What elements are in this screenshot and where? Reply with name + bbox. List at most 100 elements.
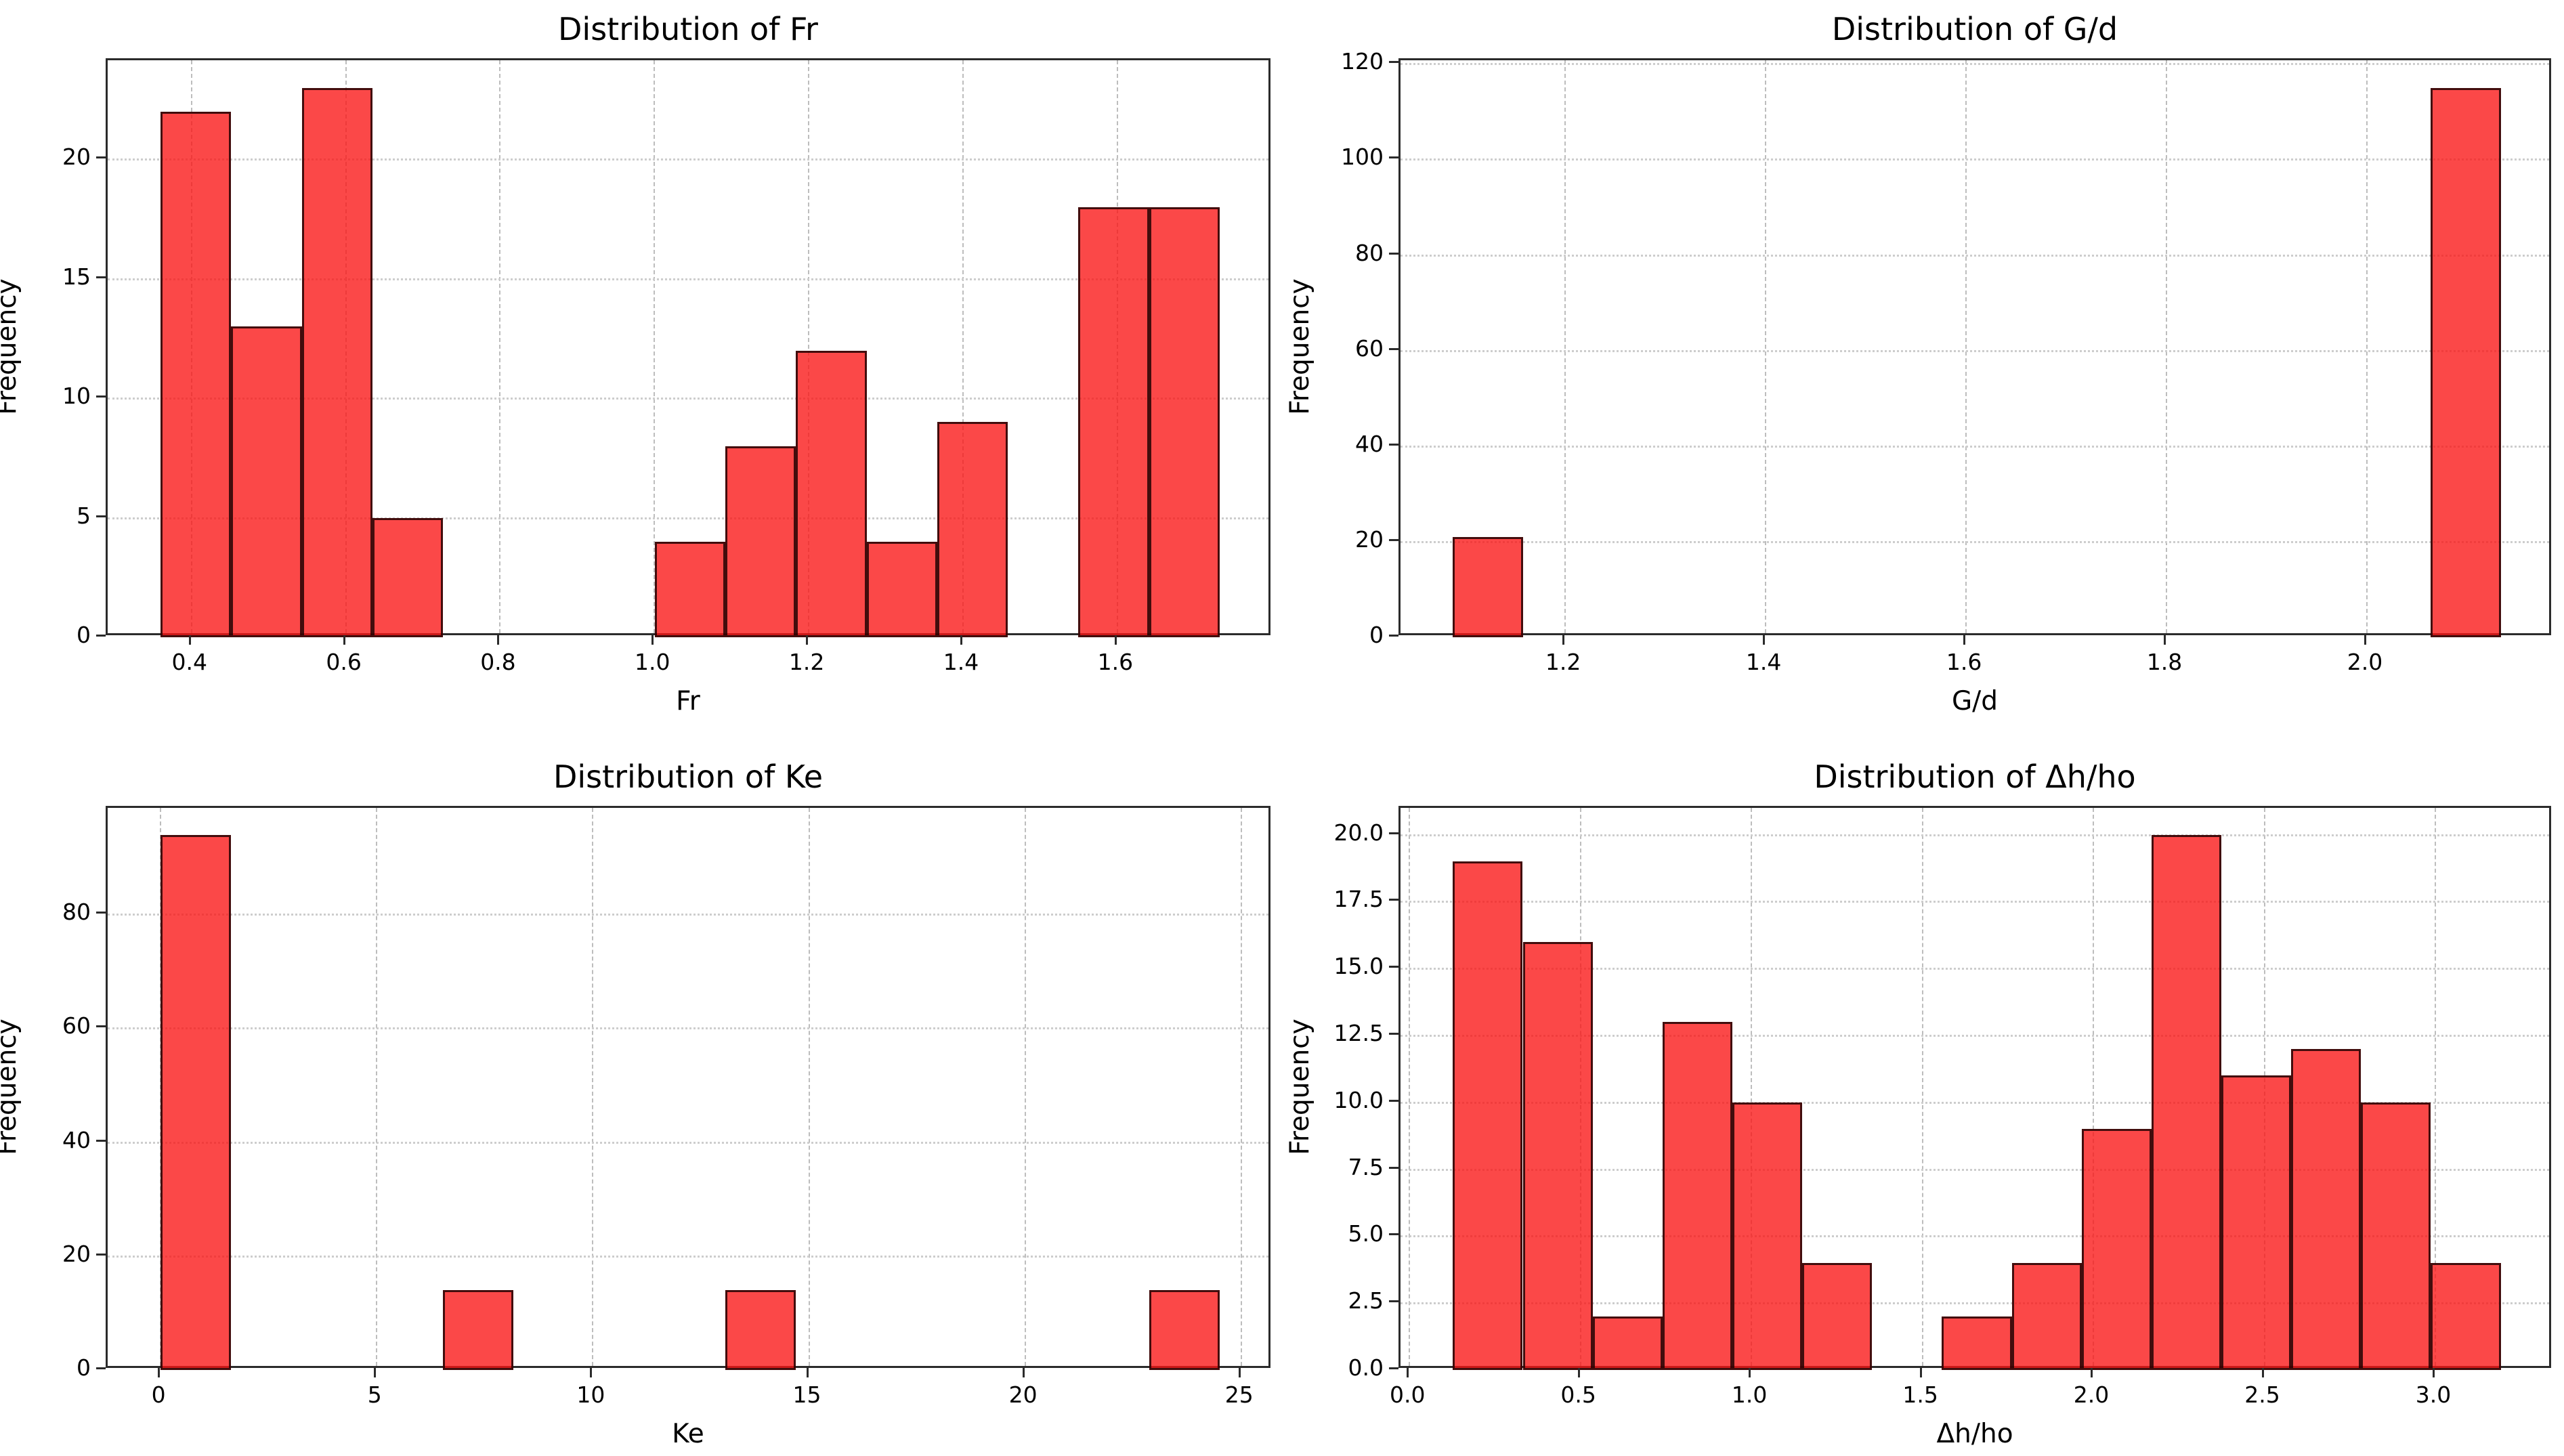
gridline-y [1401, 63, 2549, 66]
x-tick-mark [2164, 635, 2166, 645]
y-tick-label: 15 [62, 263, 91, 290]
gridline-y [1401, 1302, 2549, 1305]
y-tick-mark [1389, 252, 1398, 255]
gridline-x [2166, 60, 2168, 633]
x-tick-label: 1.4 [1745, 649, 1782, 675]
bar [2361, 1102, 2431, 1370]
y-tick-mark [1389, 61, 1398, 64]
y-tick-label: 7.5 [1348, 1153, 1384, 1180]
bar [2011, 1262, 2082, 1370]
bar [1662, 1022, 1732, 1370]
x-tick-mark [1022, 1368, 1025, 1377]
y-tick-label: 100 [1341, 144, 1384, 171]
y-tick-label: 80 [62, 899, 91, 926]
y-tick-mark [1389, 966, 1398, 968]
gridline-x [962, 60, 964, 633]
bar [2431, 87, 2501, 637]
y-tick-mark [1389, 1300, 1398, 1303]
x-tick-label: 2.0 [2347, 649, 2383, 675]
y-tick-mark [1389, 156, 1398, 159]
gridline-x [654, 60, 656, 633]
x-tick-mark [651, 635, 654, 645]
gridline-x [1965, 60, 1967, 633]
x-tick-label: 3.0 [2415, 1382, 2452, 1408]
x-tick-label: 1.6 [1097, 649, 1134, 675]
y-tick-mark [96, 276, 106, 278]
gridline-x [160, 808, 162, 1366]
gridline-y [1401, 158, 2549, 161]
gridline-x [1116, 60, 1118, 633]
plot-area [1398, 806, 2551, 1370]
bar [2221, 1075, 2292, 1370]
y-tick-mark [1389, 1099, 1398, 1102]
y-tick-mark [1389, 1233, 1398, 1236]
x-axis-label: Fr [676, 686, 700, 716]
y-tick-mark [96, 1367, 106, 1369]
y-tick-mark [96, 1139, 106, 1142]
y-tick-label: 20 [62, 1240, 91, 1267]
x-axis-label: Ke [672, 1419, 704, 1449]
y-axis-label: Frequency [1285, 1019, 1315, 1155]
chart-title: Distribution of Fr [558, 11, 818, 47]
gridline-y [1401, 901, 2549, 903]
x-tick-label: 1.2 [788, 649, 825, 675]
y-tick-label: 80 [1355, 239, 1384, 266]
x-tick-mark [590, 1368, 593, 1377]
bar [161, 111, 232, 637]
gridline-y [108, 1255, 1268, 1258]
gridline-y [108, 1141, 1268, 1144]
x-tick-label: 0.0 [1389, 1382, 1426, 1408]
y-tick-label: 120 [1341, 48, 1384, 75]
gridline-x [1564, 60, 1566, 633]
y-tick-mark [1389, 347, 1398, 350]
y-tick-mark [96, 515, 106, 517]
y-tick-label: 40 [1355, 430, 1384, 457]
bar [372, 517, 444, 637]
x-tick-mark [960, 635, 963, 645]
x-tick-mark [1763, 635, 1766, 645]
y-tick-mark [1389, 899, 1398, 901]
bar [1149, 207, 1220, 637]
gridline-y [1401, 540, 2549, 543]
y-tick-mark [1389, 635, 1398, 637]
gridline-x [1240, 808, 1242, 1366]
bar [161, 834, 232, 1370]
bar [654, 541, 726, 637]
gridline-x [808, 808, 810, 1366]
bar [443, 1290, 514, 1370]
gridline-y [108, 1027, 1268, 1030]
x-tick-mark [2364, 635, 2367, 645]
x-tick-mark [1919, 1368, 1922, 1377]
gridline-y [108, 278, 1268, 280]
bar [2081, 1129, 2152, 1370]
x-tick-label: 0.8 [480, 649, 516, 675]
chart-title: Distribution of Ke [553, 758, 824, 795]
gridline-y [1401, 1168, 2549, 1171]
x-tick-mark [1238, 1368, 1241, 1377]
bar [1149, 1290, 1220, 1370]
bar [301, 87, 372, 637]
x-tick-mark [188, 635, 191, 645]
y-tick-label: 20 [1355, 526, 1384, 553]
x-tick-label: 15 [792, 1382, 821, 1408]
gridline-x [1765, 60, 1767, 633]
y-tick-mark [1389, 832, 1398, 834]
chart-title: Distribution of Δh/ho [1814, 758, 2136, 795]
gridline-y [108, 914, 1268, 916]
x-tick-mark [1114, 635, 1117, 645]
bar [725, 1290, 796, 1370]
y-tick-label: 5 [77, 502, 91, 529]
x-tick-label: 25 [1224, 1382, 1254, 1408]
y-tick-label: 5.0 [1348, 1220, 1384, 1247]
gridline-y [1401, 445, 2549, 448]
gridline-x [1921, 808, 1923, 1366]
gridline-y [1401, 349, 2549, 352]
gridline-y [108, 398, 1268, 400]
y-tick-mark [1389, 443, 1398, 446]
y-tick-label: 60 [1355, 335, 1384, 362]
x-tick-label: 20 [1008, 1382, 1038, 1408]
bar [1522, 941, 1593, 1370]
x-tick-mark [806, 635, 809, 645]
